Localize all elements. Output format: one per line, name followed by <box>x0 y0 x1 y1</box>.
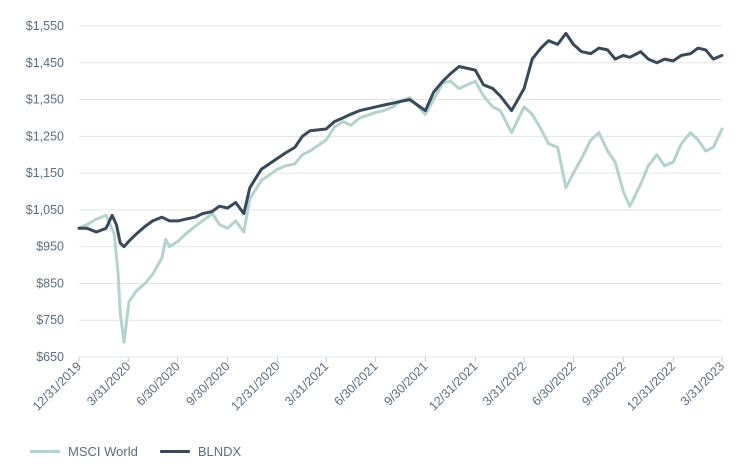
y-tick-label: $650 <box>36 350 64 364</box>
x-tick-label: 12/31/2022 <box>624 359 678 413</box>
legend: MSCI World BLNDX <box>30 444 241 459</box>
legend-swatch-blndx <box>159 450 190 453</box>
x-tick-label: 3/31/2020 <box>84 359 133 408</box>
x-tick-label: 6/30/2020 <box>134 359 183 408</box>
x-tick-label: 3/31/2021 <box>282 359 331 408</box>
legend-swatch-msci-world <box>30 450 60 453</box>
legend-label-blndx: BLNDX <box>197 444 242 459</box>
x-tick-label: 3/31/2022 <box>480 359 529 408</box>
y-tick-label: $1,050 <box>26 203 64 217</box>
y-tick-label: $750 <box>36 313 64 327</box>
x-tick-label: 9/30/2022 <box>579 359 628 408</box>
x-tick-label: 9/30/2020 <box>183 359 232 408</box>
gridlines <box>79 25 722 358</box>
x-tick-label: 12/31/2021 <box>426 359 480 413</box>
y-tick-label: $1,450 <box>26 56 64 70</box>
legend-label-msci-world: MSCI World <box>68 444 138 459</box>
x-tick-label: 9/30/2021 <box>381 359 430 408</box>
series-line-blndx <box>77 31 724 249</box>
legend-item-blndx: BLNDX <box>159 444 242 459</box>
x-tick-label: 12/31/2019 <box>30 359 84 413</box>
y-tick-label: $1,250 <box>26 129 64 143</box>
y-tick-label: $950 <box>36 240 64 254</box>
x-tick-label: 3/31/2023 <box>678 359 727 408</box>
y-axis: $650 $750 $850 $950 $1,050 $1,150 $1,250 $1,350… <box>26 19 64 364</box>
series-line-msci-world <box>77 79 724 344</box>
y-tick-label: $1,350 <box>26 93 64 107</box>
x-tick-label: 12/31/2020 <box>228 359 282 413</box>
y-tick-label: $1,150 <box>26 166 64 180</box>
y-tick-label: $1,550 <box>26 19 64 33</box>
series-lines <box>77 31 724 344</box>
x-tick-label: 6/30/2022 <box>529 359 578 408</box>
y-tick-label: $850 <box>36 276 64 290</box>
x-axis: 12/31/2019 3/31/2020 6/30/2020 9/30/202012/… <box>30 357 727 413</box>
x-tick-label: 6/30/2021 <box>331 359 380 408</box>
legend-item-msci-world: MSCI World <box>30 444 138 459</box>
